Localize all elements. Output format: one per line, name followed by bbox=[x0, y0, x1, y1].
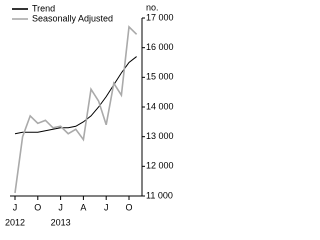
y-tick-label: 14 000 bbox=[146, 101, 174, 111]
y-tick-label: 15 000 bbox=[146, 72, 174, 82]
x-tick-label: A bbox=[80, 202, 86, 212]
series-line bbox=[14, 25, 138, 194]
legend-label: Trend bbox=[32, 3, 55, 13]
x-tick-label: O bbox=[125, 202, 132, 212]
y-axis-label: no. bbox=[146, 2, 159, 12]
y-tick-label: 13 000 bbox=[146, 131, 174, 141]
x-tick-label: J bbox=[13, 202, 18, 212]
y-tick-label: 17 000 bbox=[146, 12, 174, 22]
x-tick-label: J bbox=[58, 202, 63, 212]
legend-label: Seasonally Adjusted bbox=[32, 13, 113, 23]
x-tick-label: O bbox=[34, 202, 41, 212]
y-tick-label: 12 000 bbox=[146, 161, 174, 171]
x-year-label: 2013 bbox=[51, 217, 71, 227]
series-line bbox=[14, 56, 137, 135]
y-tick-label: 11 000 bbox=[146, 190, 173, 200]
x-year-label: 2012 bbox=[5, 217, 25, 227]
chart: no. 11 000 12 000 13 000 14 000 15 000 16 000… bbox=[5, 2, 174, 227]
y-tick-label: 16 000 bbox=[146, 42, 174, 52]
x-tick-label: J bbox=[104, 202, 109, 212]
